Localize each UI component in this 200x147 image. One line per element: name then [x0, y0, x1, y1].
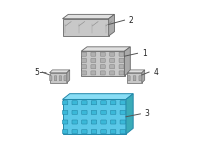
FancyBboxPatch shape	[62, 110, 68, 114]
FancyBboxPatch shape	[91, 65, 96, 69]
FancyBboxPatch shape	[119, 65, 124, 69]
Polygon shape	[63, 100, 126, 134]
Text: 5: 5	[35, 68, 40, 77]
FancyBboxPatch shape	[54, 76, 57, 81]
FancyBboxPatch shape	[82, 120, 87, 124]
FancyBboxPatch shape	[119, 71, 124, 75]
FancyBboxPatch shape	[100, 52, 105, 56]
FancyBboxPatch shape	[110, 71, 115, 75]
FancyBboxPatch shape	[100, 71, 105, 75]
FancyBboxPatch shape	[72, 101, 77, 105]
Polygon shape	[63, 94, 133, 100]
FancyBboxPatch shape	[110, 65, 115, 69]
FancyBboxPatch shape	[100, 58, 105, 62]
FancyBboxPatch shape	[91, 110, 97, 114]
Polygon shape	[127, 73, 142, 83]
Polygon shape	[81, 47, 130, 51]
FancyBboxPatch shape	[72, 120, 77, 124]
Polygon shape	[125, 47, 130, 76]
Polygon shape	[81, 51, 125, 76]
Polygon shape	[50, 70, 70, 73]
FancyBboxPatch shape	[119, 58, 124, 62]
FancyBboxPatch shape	[110, 110, 116, 114]
Text: 5: 5	[34, 68, 39, 77]
Polygon shape	[50, 73, 67, 83]
FancyBboxPatch shape	[120, 120, 126, 124]
FancyBboxPatch shape	[82, 58, 86, 62]
FancyBboxPatch shape	[82, 52, 86, 56]
Polygon shape	[67, 70, 70, 83]
FancyBboxPatch shape	[120, 101, 126, 105]
FancyBboxPatch shape	[82, 65, 86, 69]
FancyBboxPatch shape	[91, 58, 96, 62]
FancyBboxPatch shape	[91, 120, 97, 124]
FancyBboxPatch shape	[82, 110, 87, 114]
FancyBboxPatch shape	[101, 101, 106, 105]
FancyBboxPatch shape	[62, 120, 68, 124]
FancyBboxPatch shape	[120, 130, 126, 134]
Polygon shape	[63, 19, 109, 36]
FancyBboxPatch shape	[91, 52, 96, 56]
Text: 1: 1	[142, 49, 147, 58]
FancyBboxPatch shape	[110, 52, 115, 56]
FancyBboxPatch shape	[110, 58, 115, 62]
FancyBboxPatch shape	[139, 76, 142, 81]
Polygon shape	[109, 14, 114, 36]
FancyBboxPatch shape	[62, 101, 68, 105]
FancyBboxPatch shape	[101, 120, 106, 124]
FancyBboxPatch shape	[82, 71, 86, 75]
FancyBboxPatch shape	[91, 71, 96, 75]
Polygon shape	[127, 70, 145, 73]
FancyBboxPatch shape	[127, 76, 130, 81]
FancyBboxPatch shape	[64, 76, 66, 81]
FancyBboxPatch shape	[91, 130, 97, 134]
FancyBboxPatch shape	[82, 130, 87, 134]
FancyBboxPatch shape	[110, 101, 116, 105]
FancyBboxPatch shape	[72, 110, 77, 114]
Text: 3: 3	[145, 109, 150, 118]
Text: 2: 2	[129, 16, 134, 25]
FancyBboxPatch shape	[110, 120, 116, 124]
FancyBboxPatch shape	[62, 130, 68, 134]
FancyBboxPatch shape	[82, 101, 87, 105]
Polygon shape	[142, 70, 145, 83]
Polygon shape	[63, 14, 114, 19]
FancyBboxPatch shape	[91, 101, 97, 105]
FancyBboxPatch shape	[110, 130, 116, 134]
Text: 4: 4	[153, 68, 158, 77]
FancyBboxPatch shape	[133, 76, 136, 81]
FancyBboxPatch shape	[59, 76, 62, 81]
FancyBboxPatch shape	[72, 130, 77, 134]
Polygon shape	[126, 94, 133, 134]
FancyBboxPatch shape	[101, 110, 106, 114]
FancyBboxPatch shape	[50, 76, 52, 81]
FancyBboxPatch shape	[119, 52, 124, 56]
FancyBboxPatch shape	[100, 65, 105, 69]
FancyBboxPatch shape	[101, 130, 106, 134]
FancyBboxPatch shape	[120, 110, 126, 114]
